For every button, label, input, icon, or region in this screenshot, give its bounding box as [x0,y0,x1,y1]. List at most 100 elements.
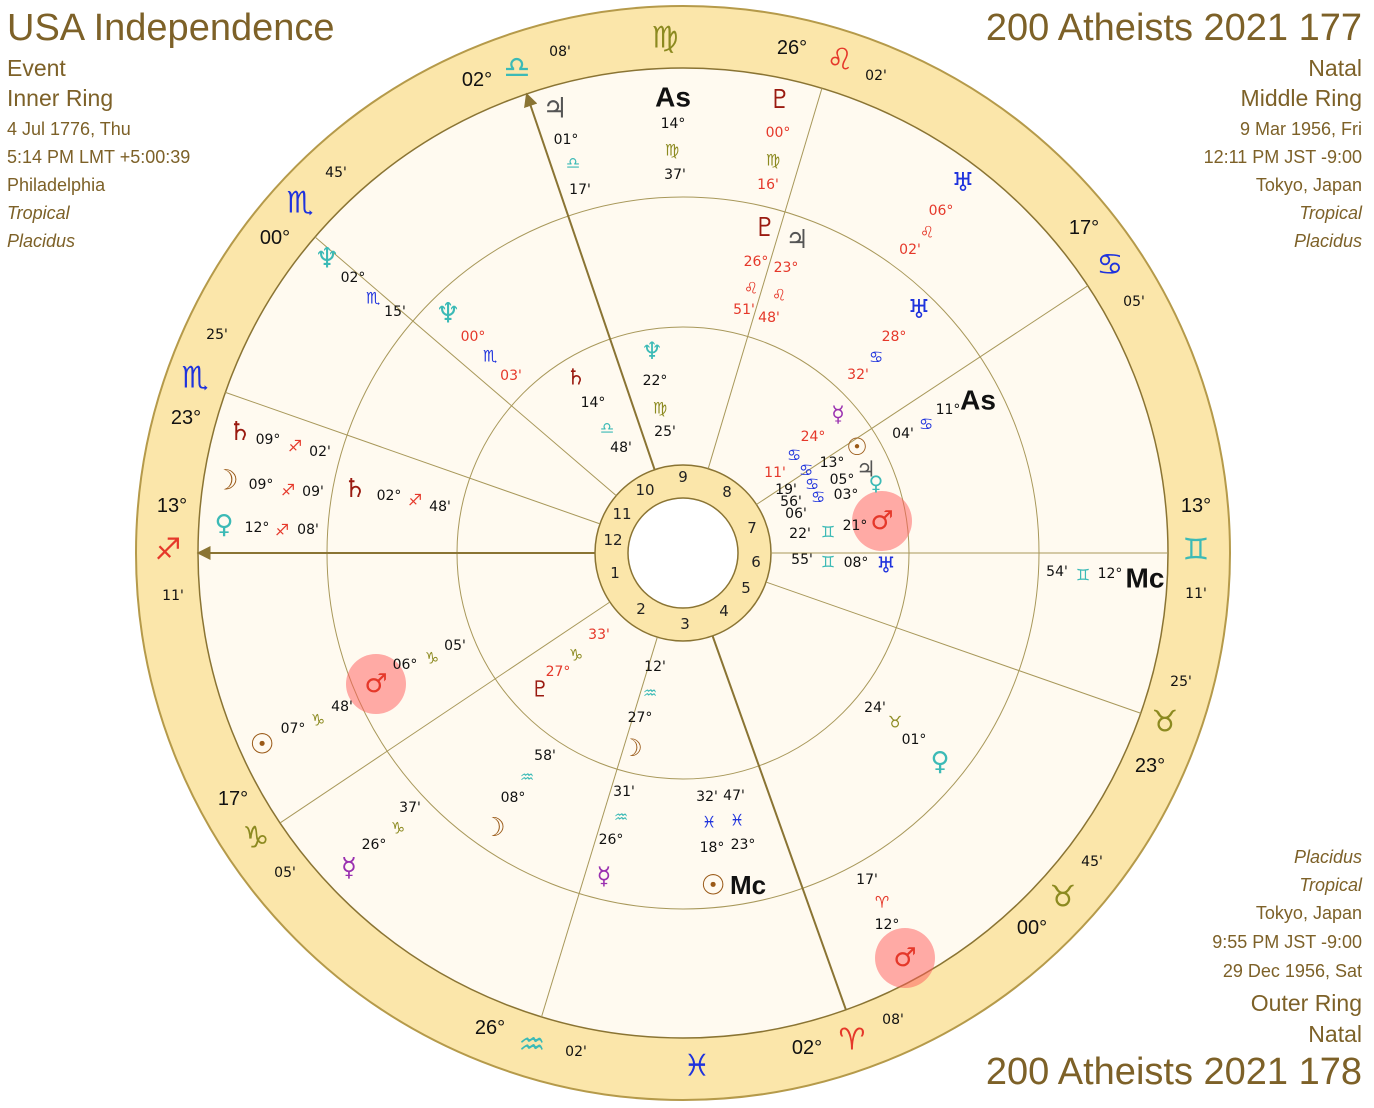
cusp-minutes: 45' [325,165,347,181]
wheel-label: 13° [820,455,845,471]
cusp-line [314,236,617,497]
wheel-label: ♄ [228,417,251,447]
wheel-label: 02° [341,270,366,286]
wheel-label: 51' [733,302,755,318]
cusp-line [524,92,656,471]
wheel-label: ♍ [653,399,667,418]
header-time: 9:55 PM JST -9:00 [1212,932,1362,952]
intercepted-sign: ♓ [684,1049,711,1084]
wheel-label: ☿ [831,403,845,428]
header-ring: Inner Ring [7,85,113,111]
cusp-sign: ♒ [519,1028,546,1063]
wheel-label: ♄ [343,474,366,504]
wheel-label: ☽ [213,464,238,497]
wheel-label: 58' [534,748,556,764]
wheel-label: 55' [791,552,813,568]
wheel-label: 17' [856,872,878,888]
wheel-label: ☽ [482,813,505,843]
wheel-label: 26° [362,837,387,853]
header-date: 9 Mar 1956, Fri [1240,119,1362,139]
wheel-label: 27° [628,710,653,726]
wheel-label: 26° [744,254,769,270]
wheel-label: 02' [899,242,921,258]
wheel-label: 17' [569,182,591,198]
house-number: 1 [610,564,620,582]
wheel-label: ♃ [856,458,876,483]
wheel-label: 54' [1046,564,1068,580]
wheel-label: ♍ [665,141,679,160]
header-title: 200 Atheists 2021 178 [986,1051,1362,1093]
wheel-label: 11° [936,402,961,418]
wheel-label: ♆ [314,242,339,275]
cusp-minutes: 11' [162,588,184,604]
wheel-label: ♎ [600,419,614,438]
wheel-label: ♋ [787,446,801,465]
wheel-label: 23° [774,260,799,276]
cusp-sign: ♉ [1050,880,1077,915]
wheel-label: ♄ [566,366,586,391]
cusp-minutes: 45' [1081,854,1103,870]
house-number: 11 [612,505,631,523]
wheel-label: 19' [775,482,797,498]
cusp-degree: 26° [777,37,807,59]
wheel-label: ♅ [907,295,930,325]
house-number: 12 [603,531,622,549]
cusp-degree: 02° [462,69,492,91]
wheel-label: ♌ [920,223,934,242]
wheel-label: 32' [847,367,869,383]
cusp-sign: ♊ [1183,533,1210,568]
wheel-label: ♂ [364,669,387,699]
cusp-minutes: 08' [549,44,571,60]
cusp-minutes: 05' [1123,294,1145,310]
wheel-label: ♐ [275,521,289,540]
wheel-label: ♐ [288,437,302,456]
header-houses: Placidus [7,231,75,251]
wheel-label: 03' [500,368,522,384]
wheel-label: 48' [429,499,451,515]
header-chart-type: Natal [1308,55,1362,81]
wheel-label: ♎ [566,154,580,173]
wheel-label: 09° [249,477,274,493]
wheel-label: 31' [613,784,635,800]
wheel-label: ♉ [888,713,902,732]
wheel-label: 26° [599,832,624,848]
cusp-degree: 00° [260,227,290,249]
cusp-minutes: 08' [882,1012,904,1028]
wheel-label: ♃ [785,225,808,255]
wheel-label: ♑ [311,711,325,730]
header-ring: Middle Ring [1241,85,1362,111]
wheel-label: 14° [581,395,606,411]
wheel-label: ♑ [425,649,439,668]
wheel-label: 22° [643,373,668,389]
wheel-label: 11' [764,465,786,481]
cusp-degree: 02° [792,1037,822,1059]
wheel-label: ♃ [542,92,567,125]
cusp-degree: 00° [1017,917,1047,939]
wheel-label: 32' [696,789,718,805]
wheel-label: 33' [588,627,610,643]
wheel-label: ♋ [869,348,883,367]
wheel-label: ♒ [520,768,534,787]
wheel-label: ♇ [753,213,776,243]
cusp-line [711,635,847,1011]
wheel-label: ♅ [951,168,974,198]
wheel-label: As [960,385,996,416]
header-ring: Outer Ring [1251,990,1362,1016]
house-number: 10 [635,481,654,499]
wheel-label: 14° [661,116,686,132]
cusp-sign: ♏ [287,186,314,221]
wheel-label: ☽ [621,734,643,762]
wheel-label: ♈ [875,893,889,912]
header-title: 200 Atheists 2021 177 [986,7,1362,49]
cusp-degree: 17° [1069,217,1099,239]
cusp-sign: ♉ [1152,705,1179,740]
wheel-label: 02' [309,444,331,460]
header-date: 4 Jul 1776, Thu [7,119,131,139]
header-place: Tokyo, Japan [1256,175,1362,195]
wheel-label: 09° [256,432,281,448]
cusp-sign: ♐ [155,533,182,568]
wheel-label: 22' [789,526,811,542]
wheel-label: 02° [377,488,402,504]
wheel-label: 01° [902,732,927,748]
cusp-minutes: 02' [565,1044,587,1060]
